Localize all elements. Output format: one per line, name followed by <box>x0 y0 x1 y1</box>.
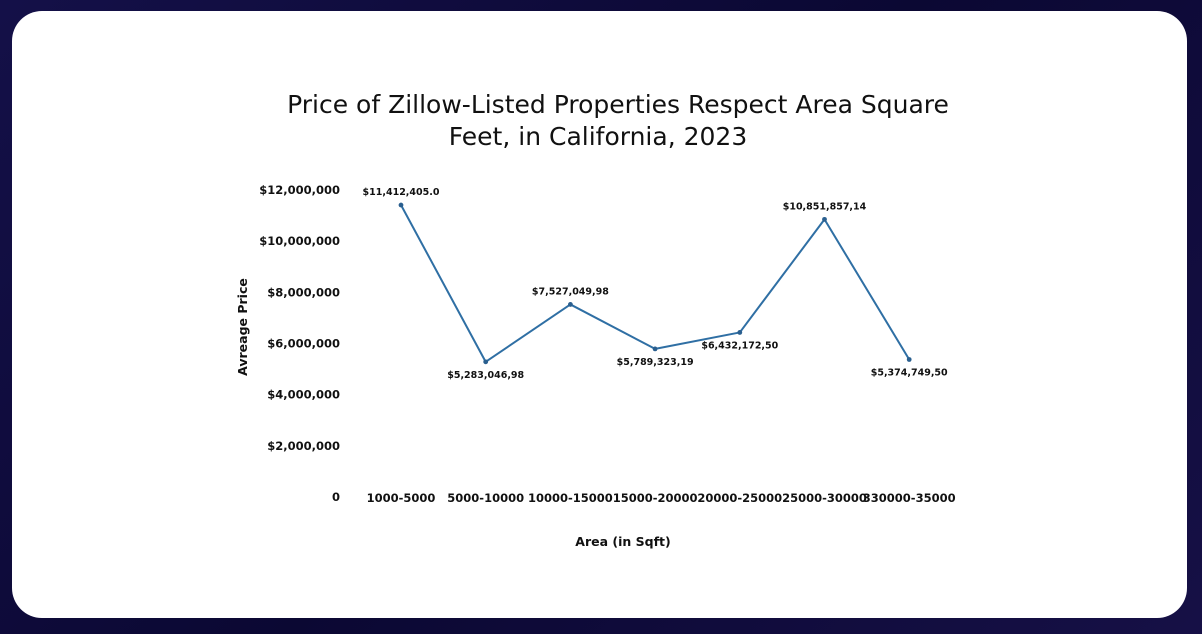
chart-title-line-2: Feet, in California, 2023 <box>449 122 747 151</box>
data-point <box>483 359 489 365</box>
data-point <box>906 357 912 362</box>
y-axis-label: Avreage Price <box>235 278 250 376</box>
x-tick-label: 10000-15000 <box>528 491 613 505</box>
data-points <box>398 202 912 365</box>
x-axis-label: Area (in Sqft) <box>575 534 670 549</box>
y-tick-label: 0 <box>332 490 340 504</box>
y-tick-label: $6,000,000 <box>267 337 340 351</box>
data-point <box>398 202 404 208</box>
y-axis-ticks: 0 $2,000,000 $4,000,000 $6,000,000 $8,000,00… <box>259 183 340 504</box>
series-line <box>400 204 911 363</box>
x-tick-label: 1000-5000 <box>367 491 436 505</box>
data-label: $5,283,046,98 <box>447 370 524 381</box>
y-tick-label: $4,000,000 <box>267 388 340 402</box>
data-label: $7,527,049,98 <box>532 286 609 297</box>
x-tick-label: 5000-10000 <box>447 491 524 505</box>
y-tick-label: $10,000,000 <box>259 234 340 248</box>
x-tick-label: 20000-25000 <box>697 491 782 505</box>
x-tick-label: 330000-35000 <box>863 491 956 505</box>
data-point <box>737 330 743 335</box>
data-labels: $11,412,405.0 $5,283,046,98 $7,527,049,98 $… <box>363 187 949 381</box>
data-point <box>652 346 658 352</box>
x-tick-label: 15000-20000 <box>613 491 698 505</box>
chart-title-line-1: Price of Zillow-Listed Properties Respec… <box>287 90 949 119</box>
y-tick-label: $12,000,000 <box>259 183 340 197</box>
chart-card <box>12 11 1187 618</box>
data-label: $11,412,405.0 <box>363 187 440 198</box>
data-point <box>822 216 827 222</box>
y-tick-label: $2,000,000 <box>267 439 340 453</box>
x-tick-label: 25000-30000 <box>782 491 867 505</box>
data-label: $6,432,172,50 <box>701 340 778 351</box>
data-label: $5,374,749,50 <box>871 367 948 378</box>
data-label: $10,851,857,14 <box>783 201 867 212</box>
data-point <box>568 302 573 307</box>
y-tick-label: $8,000,000 <box>267 285 340 299</box>
data-label: $5,789,323,19 <box>617 357 694 368</box>
x-axis-ticks: 1000-5000 5000-10000 10000-15000 15000-2000… <box>367 491 956 505</box>
